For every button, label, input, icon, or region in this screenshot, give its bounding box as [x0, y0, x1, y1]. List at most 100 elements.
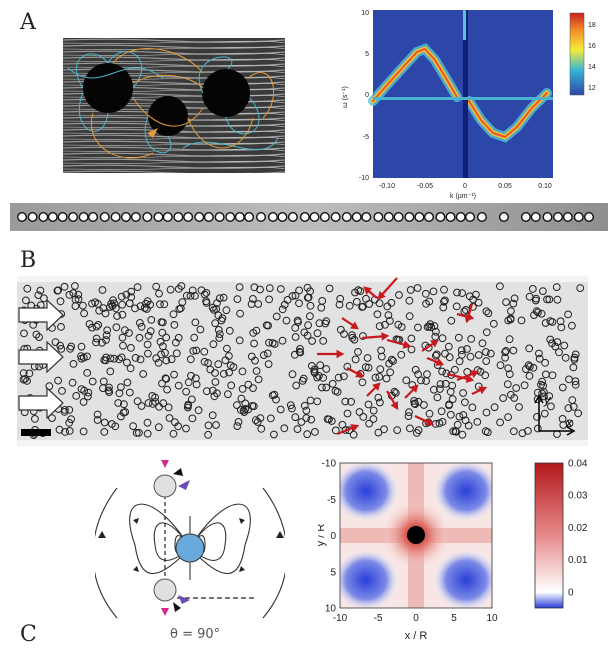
channel-particle: [215, 334, 224, 342]
channel-particle: [208, 411, 217, 420]
channel-particle: [440, 297, 448, 306]
channel-particle: [446, 410, 455, 419]
channel-particle: [282, 316, 291, 325]
channel-particle: [352, 297, 361, 306]
channel-particle: [404, 412, 413, 421]
channel-particle: [187, 395, 196, 404]
channel-particle: [420, 401, 428, 409]
channel-particle: [552, 283, 561, 292]
strip-particle: [573, 211, 584, 223]
strip-particle: [277, 211, 288, 223]
channel-particle: [91, 298, 99, 307]
strip-particle: [214, 211, 225, 223]
channel-particle: [83, 369, 92, 377]
strip-particle: [194, 211, 205, 223]
channel-particle: [520, 381, 529, 390]
magenta-arrow-icon: [161, 460, 169, 468]
channel-particle: [295, 286, 304, 295]
strip-particle: [153, 211, 164, 223]
channel-particle: [80, 386, 89, 395]
channel-particle: [503, 380, 512, 389]
colorbar-tick: 0.02: [568, 523, 588, 534]
channel-particle: [210, 306, 218, 314]
channel-particle: [481, 427, 490, 436]
strip-particle: [404, 211, 415, 223]
channel-particle: [105, 383, 113, 392]
channel-particle: [65, 290, 74, 299]
channel-particle: [402, 376, 411, 385]
channel-particle: [546, 335, 555, 344]
channel-particle: [532, 294, 540, 303]
channel-particle: [313, 397, 322, 406]
channel-particle: [221, 356, 230, 365]
channel-particle: [234, 418, 243, 426]
strip-particle: [255, 211, 266, 223]
channel-particle: [303, 283, 312, 292]
channel-particle: [496, 361, 505, 370]
channel-particle: [382, 374, 391, 383]
strip-particle: [476, 211, 487, 223]
channel-particle: [146, 327, 155, 336]
flow-arrow: [18, 298, 64, 332]
channel-particle: [422, 377, 431, 385]
channel-particle: [25, 369, 34, 378]
channel-particle: [445, 353, 454, 362]
channel-particle: [534, 308, 542, 317]
xtick: 0.10: [538, 183, 552, 190]
strip-particle: [584, 211, 595, 223]
channel-particle: [54, 286, 62, 295]
channel-particle: [525, 344, 534, 353]
channel-particle: [143, 429, 152, 438]
channel-particle: [545, 392, 554, 400]
channel-particle: [84, 392, 92, 401]
heatmap-ytick: 5: [330, 567, 336, 578]
channel-particle: [504, 364, 513, 373]
channel-particle: [102, 331, 111, 340]
strip-particle: [225, 211, 236, 223]
channel-particle: [412, 429, 421, 437]
central-particle: [175, 533, 205, 563]
velocity-arrowhead: [336, 349, 345, 359]
channel-particle: [306, 301, 315, 310]
channel-particle: [374, 428, 383, 437]
channel-particle: [167, 355, 176, 364]
channel-particle: [541, 319, 550, 327]
channel-particle: [125, 299, 134, 308]
strip-particle: [244, 211, 255, 223]
strip-particle: [373, 211, 384, 223]
channel-particle: [213, 299, 221, 308]
channel-particle: [568, 321, 576, 330]
channel-particle: [315, 372, 323, 380]
channel-particle: [36, 286, 45, 295]
channel-particle: [155, 402, 164, 411]
channel-particle: [540, 392, 548, 401]
channel-particle: [202, 289, 211, 297]
channel-particle: [259, 351, 268, 359]
channel-particle: [204, 359, 213, 367]
channel-particle: [432, 350, 441, 359]
channel-particle: [48, 414, 56, 423]
channel-particle: [393, 426, 402, 435]
channel-particle: [524, 361, 533, 370]
channel-particle: [169, 310, 178, 319]
channel-particle: [152, 354, 161, 363]
channel-particle: [430, 385, 438, 394]
channel-particle: [486, 349, 495, 358]
channel-particle: [196, 325, 205, 334]
channel-particle: [117, 353, 126, 362]
channel-particle: [112, 323, 121, 332]
channel-particle: [288, 404, 296, 413]
channel-particle: [182, 291, 191, 300]
channel-particle: [321, 319, 330, 328]
channel-particle: [79, 398, 88, 406]
channel-particle: [202, 387, 211, 396]
channel-particle: [537, 309, 546, 318]
channel-particle: [361, 363, 370, 371]
strip-particle: [57, 211, 68, 223]
panel-label-b: B: [20, 248, 37, 273]
channel-particle: [461, 398, 469, 407]
channel-particle: [318, 383, 326, 392]
channel-particle: [482, 307, 491, 316]
channel-particle: [286, 401, 295, 410]
channel-particle: [355, 408, 364, 416]
